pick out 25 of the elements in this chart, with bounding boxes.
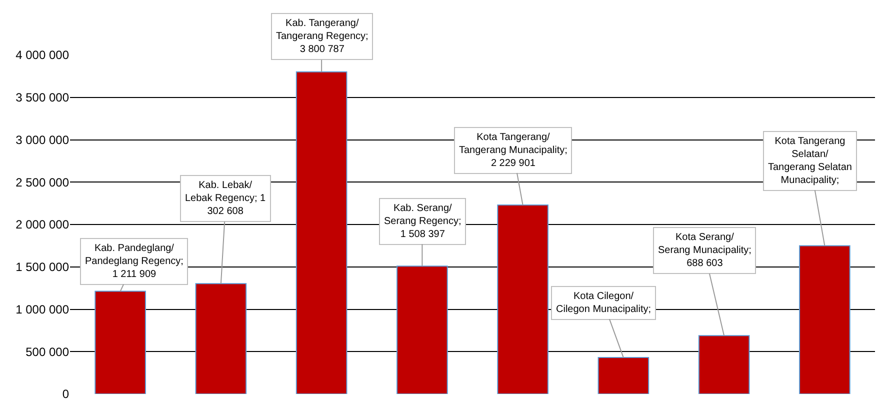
data-label: Kota Tangerang/ Tangerang Munacipality; 2 229 901 bbox=[459, 132, 568, 169]
data-label: Kab. Tangerang/ Tangerang Regency; 3 800 787 bbox=[276, 18, 368, 55]
y-tick-label: 2 000 000 bbox=[16, 218, 70, 232]
y-tick-label: 1 500 000 bbox=[16, 260, 70, 274]
bar bbox=[94, 290, 146, 394]
bar bbox=[799, 245, 850, 394]
y-tick-label: 3 500 000 bbox=[16, 90, 70, 105]
bar bbox=[598, 357, 650, 394]
data-label: Kota Cilegon/ Cilegon Munacipality; bbox=[556, 291, 652, 315]
y-tick-label: 2 500 000 bbox=[16, 175, 70, 190]
bar bbox=[396, 266, 448, 394]
data-label: Kab. Serang/ Serang Regency; 1 508 397 bbox=[384, 203, 462, 240]
y-tick-label: 0 bbox=[62, 387, 70, 402]
data-label: Kota Tangerang Selatan/ Tangerang Selatan Munacipality; bbox=[768, 136, 852, 186]
y-tick-label: 1 000 000 bbox=[16, 302, 70, 316]
bar bbox=[195, 283, 247, 394]
bar bbox=[296, 71, 348, 394]
data-label: Kab. Lebak/ Lebak Regency; 1 302 608 bbox=[185, 180, 266, 217]
y-tick-label: 3 000 000 bbox=[16, 132, 70, 147]
bar bbox=[497, 204, 548, 394]
data-label: Kab. Pandeglang/ Pandeglang Regency; 1 211 909 bbox=[85, 243, 184, 280]
y-tick-label: 4 000 000 bbox=[16, 48, 70, 62]
data-label: Kota Serang/ Serang Munacipality; 688 603 bbox=[658, 232, 752, 269]
y-tick-label: 500 000 bbox=[26, 344, 70, 359]
bar bbox=[698, 335, 750, 394]
